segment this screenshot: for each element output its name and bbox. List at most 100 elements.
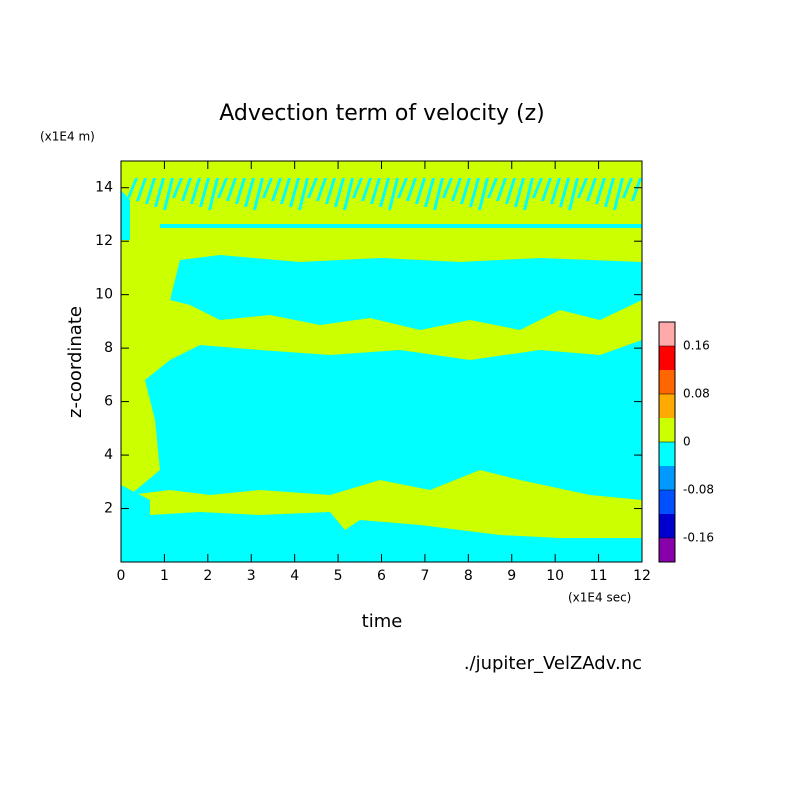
colorbar-cell (659, 418, 675, 442)
contour-stripe (298, 178, 309, 210)
y-tick-label: 14 (95, 180, 113, 196)
colorbar-tick-label: 0.08 (683, 387, 710, 401)
x-tick-label: 1 (160, 568, 169, 584)
contour-stripe (136, 178, 147, 201)
contour-stripe (226, 178, 237, 201)
contour-stripe (325, 178, 336, 204)
source-label: ./jupiter_VelZAdv.nc (464, 653, 642, 674)
y-tick-label: 6 (104, 394, 113, 410)
contour-stripe (316, 178, 327, 201)
contour-stripe (559, 178, 570, 207)
colorbar-tick-label: 0.16 (683, 339, 710, 353)
colorbar-frame (658, 321, 676, 563)
contour-stripe (505, 178, 516, 204)
contour-stripe (406, 178, 417, 201)
x-tick-label: 7 (420, 568, 429, 584)
contour-stripe (415, 178, 426, 204)
contour-stripe (514, 178, 525, 207)
contour-stripe (532, 178, 543, 198)
contour-stripe (163, 178, 174, 210)
colorbar-cell (659, 346, 675, 370)
contour-stripes (127, 178, 642, 228)
contour-stripe (271, 178, 282, 201)
x-tick-label: 10 (546, 568, 564, 584)
colorbar-cell (659, 322, 675, 346)
x-tick-label: 2 (203, 568, 212, 584)
contour-stripe (208, 178, 219, 210)
contour-stripe (541, 178, 552, 201)
contour-region (160, 224, 642, 228)
x-tick-label: 4 (290, 568, 299, 584)
y-tick-label: 10 (95, 287, 113, 303)
x-tick-label: 6 (377, 568, 386, 584)
y-axis-label: z-coordinate (65, 306, 86, 418)
contour-stripe (244, 178, 255, 207)
contour-stripe (352, 178, 363, 198)
contour-stripe (442, 178, 453, 198)
contour-stripe (613, 178, 624, 210)
contour-stripe (361, 178, 372, 201)
contour-stripe (289, 178, 300, 207)
y-tick-label: 2 (104, 501, 113, 517)
colorbar-tick-label: 0 (683, 435, 691, 449)
contour-stripe (550, 178, 561, 204)
contour-stripe (235, 178, 246, 204)
y-tick-label: 4 (104, 447, 113, 463)
x-unit: (x1E4 sec) (568, 591, 631, 605)
contour-stripe (460, 178, 471, 204)
contour-stripe (469, 178, 480, 207)
x-tick-label: 0 (117, 568, 126, 584)
contour-stripe (622, 178, 633, 198)
x-tick-label: 3 (247, 568, 256, 584)
contour-stripe (496, 178, 507, 201)
contour-stripe (379, 178, 390, 207)
contour-stripe (334, 178, 345, 207)
colorbar-tick-label: -0.08 (683, 483, 714, 497)
x-tick-label: 9 (507, 568, 516, 584)
contour-stripe (451, 178, 462, 201)
contour-stripe (181, 178, 192, 201)
chart-title: Advection term of velocity (z) (219, 101, 545, 126)
y-unit: (x1E4 m) (40, 130, 95, 144)
contour-stripe (595, 178, 606, 204)
colorbar-cell (659, 514, 675, 538)
contour-stripe (343, 178, 354, 210)
contour-stripe (577, 178, 588, 198)
contour-stripe (253, 178, 264, 210)
contour-stripe (262, 178, 273, 198)
contour-stripe (190, 178, 201, 204)
contour-stripe (154, 178, 165, 207)
contour-stripe (487, 178, 498, 198)
x-tick-label: 12 (633, 568, 651, 584)
x-tick-label: 5 (334, 568, 343, 584)
contour-stripe (199, 178, 210, 207)
x-tick-label: 8 (464, 568, 473, 584)
x-axis-label: time (362, 611, 403, 632)
contour-stripe (523, 178, 534, 210)
contour-stripe (568, 178, 579, 210)
contour-region (121, 190, 130, 240)
contour-stripe (145, 178, 156, 204)
colorbar-cell (659, 466, 675, 490)
contour-region (130, 340, 642, 500)
colorbar-tick-label: -0.16 (683, 531, 714, 545)
contour-stripe (388, 178, 399, 210)
colorbar-cell (659, 538, 675, 562)
contour-stripe (586, 178, 597, 201)
contour-region (121, 485, 642, 562)
contour-stripe (478, 178, 489, 210)
contour-field (121, 161, 642, 562)
contour-stripe (217, 178, 228, 198)
contour-stripe (307, 178, 318, 198)
x-tick-label: 11 (590, 568, 608, 584)
contour-stripe (631, 178, 642, 201)
colorbar-cell (659, 394, 675, 418)
y-tick-label: 8 (104, 340, 113, 356)
colorbar-cell (659, 442, 675, 466)
contour-stripe (424, 178, 435, 207)
contour-region (170, 255, 642, 330)
y-tick-label: 12 (95, 233, 113, 249)
colorbar-cell (659, 370, 675, 394)
contour-stripe (280, 178, 291, 204)
